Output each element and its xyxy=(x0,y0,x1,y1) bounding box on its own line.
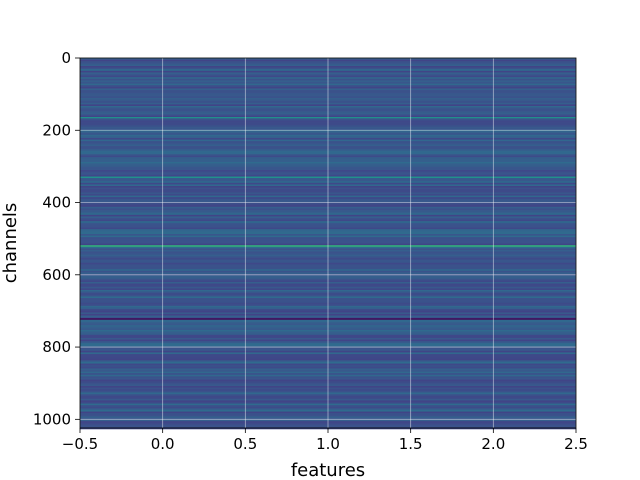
x-tick-label: 1.5 xyxy=(399,435,423,453)
x-tick-label: 0.5 xyxy=(233,435,257,453)
x-axis: −0.5 0.0 0.5 1.0 1.5 2.0 2.5 xyxy=(62,428,588,453)
x-tick-label: −0.5 xyxy=(62,435,98,453)
y-axis: 0 200 400 600 800 1000 xyxy=(33,49,80,428)
y-tick-label: 400 xyxy=(42,194,71,212)
x-axis-label: features xyxy=(291,460,365,480)
x-tick-label: 2.5 xyxy=(564,435,588,453)
y-tick-label: 800 xyxy=(42,338,71,356)
y-tick-label: 1000 xyxy=(33,410,71,428)
x-tick-label: 0.0 xyxy=(151,435,175,453)
y-tick-label: 600 xyxy=(42,266,71,284)
y-tick-label: 200 xyxy=(42,121,71,139)
y-tick-label: 0 xyxy=(61,49,71,67)
y-axis-label: channels xyxy=(0,203,21,284)
x-tick-label: 1.0 xyxy=(316,435,340,453)
x-tick-label: 2.0 xyxy=(481,435,505,453)
